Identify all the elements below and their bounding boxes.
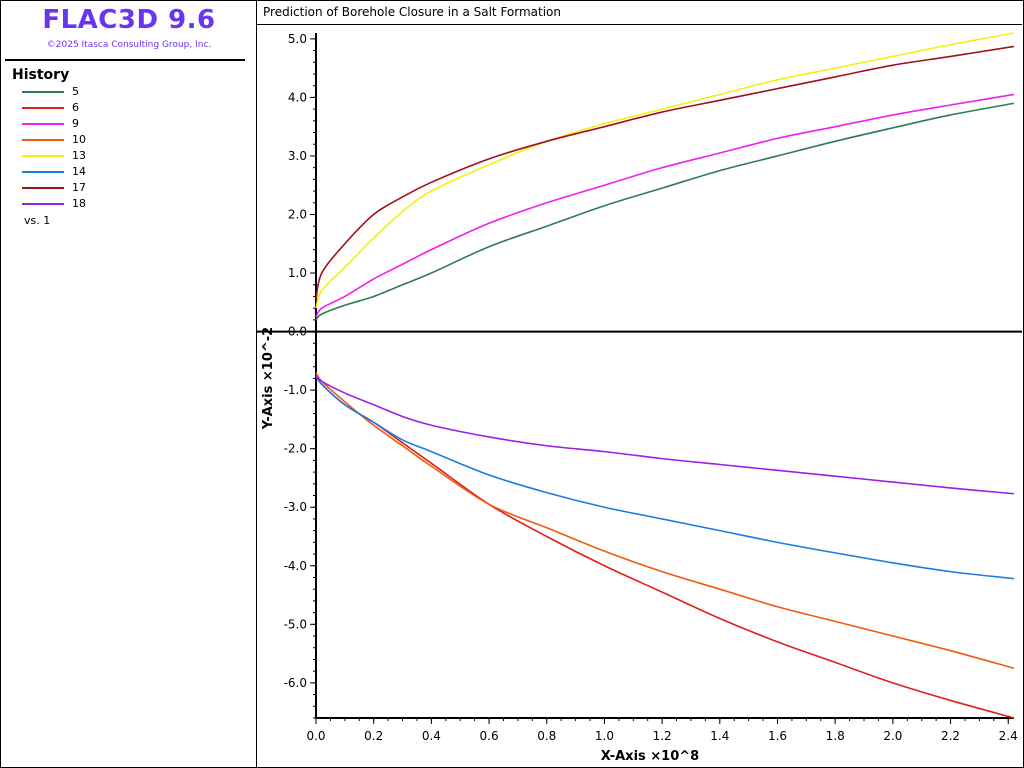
y-axis-label: Y-Axis ×10^-2 xyxy=(261,327,276,430)
y-tick-label: 5.0 xyxy=(288,32,307,46)
y-tick-label: -6.0 xyxy=(284,676,307,690)
copyright-text: ©2025 Itasca Consulting Group, Inc. xyxy=(46,40,212,50)
x-tick-label: 2.2 xyxy=(941,729,960,743)
legend-swatch xyxy=(22,203,64,205)
plot-panel xyxy=(256,0,1024,768)
series-line-10 xyxy=(315,372,1015,670)
x-tick-label: 0.8 xyxy=(537,729,556,743)
y-tick-label: -2.0 xyxy=(284,442,307,456)
y-tick-label: 0.0 xyxy=(288,325,307,339)
x-tick-label: 2.4 xyxy=(999,729,1018,743)
x-axis-label: X-Axis ×10^8 xyxy=(601,749,699,764)
legend-item-label: 5 xyxy=(72,85,79,98)
legend-item-label: 14 xyxy=(72,165,86,178)
y-tick-label: -5.0 xyxy=(284,617,307,631)
y-tick-label: 1.0 xyxy=(288,266,307,280)
series-line-9 xyxy=(315,93,1015,318)
y-tick-label: -4.0 xyxy=(284,559,307,573)
legend-swatch xyxy=(22,139,64,141)
x-tick-label: 0.2 xyxy=(364,729,383,743)
legend-swatch xyxy=(22,187,64,189)
legend-swatch xyxy=(22,171,64,173)
y-tick-label: 2.0 xyxy=(288,207,307,221)
legend-swatch xyxy=(22,91,64,93)
legend-panel xyxy=(0,0,256,768)
plot-title: Prediction of Borehole Closure in a Salt… xyxy=(263,5,562,19)
legend-swatch xyxy=(22,155,64,157)
legend-item-label: 9 xyxy=(72,117,79,130)
x-tick-label: 1.4 xyxy=(710,729,729,743)
legend-item-label: 18 xyxy=(72,197,86,210)
legend-swatch xyxy=(22,123,64,125)
header-divider xyxy=(5,59,245,61)
y-tick-label: -1.0 xyxy=(284,383,307,397)
y-tick-label: 4.0 xyxy=(288,90,307,104)
x-tick-label: 1.6 xyxy=(768,729,787,743)
vs-label: vs. 1 xyxy=(24,214,51,227)
series-line-17 xyxy=(315,45,1015,300)
legend-item-label: 6 xyxy=(72,101,79,114)
x-tick-label: 2.0 xyxy=(883,729,902,743)
x-tick-label: 1.2 xyxy=(653,729,672,743)
legend-item-label: 17 xyxy=(72,181,86,194)
y-tick-label: 3.0 xyxy=(288,149,307,163)
x-tick-label: 1.8 xyxy=(826,729,845,743)
title-divider xyxy=(257,24,1022,25)
series-line-14 xyxy=(315,375,1015,580)
series-line-5 xyxy=(315,102,1015,321)
series-line-6 xyxy=(315,375,1015,719)
series-line-13 xyxy=(315,32,1015,309)
legend-item-label: 13 xyxy=(72,149,86,162)
series-line-18 xyxy=(315,374,1015,495)
x-tick-label: 0.6 xyxy=(480,729,499,743)
app-title: FLAC3D 9.6 xyxy=(42,5,216,35)
legend-swatch xyxy=(22,107,64,109)
legend-item-label: 10 xyxy=(72,133,86,146)
x-tick-label: 0.4 xyxy=(422,729,441,743)
x-tick-label: 1.0 xyxy=(595,729,614,743)
x-tick-label: 0.0 xyxy=(306,729,325,743)
y-tick-label: -3.0 xyxy=(284,500,307,514)
legend-header: History xyxy=(12,67,70,83)
